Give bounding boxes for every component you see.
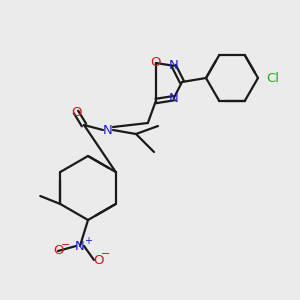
Text: −: − xyxy=(61,240,71,250)
Text: N: N xyxy=(169,92,178,105)
Text: N: N xyxy=(103,124,113,136)
Text: N: N xyxy=(75,239,85,253)
Text: N: N xyxy=(169,59,178,72)
Text: O: O xyxy=(71,106,81,118)
Text: +: + xyxy=(84,236,92,246)
Text: O: O xyxy=(151,56,161,70)
Text: O: O xyxy=(53,244,63,257)
Text: −: − xyxy=(101,249,111,259)
Text: O: O xyxy=(93,254,103,266)
Text: Cl: Cl xyxy=(266,71,279,85)
